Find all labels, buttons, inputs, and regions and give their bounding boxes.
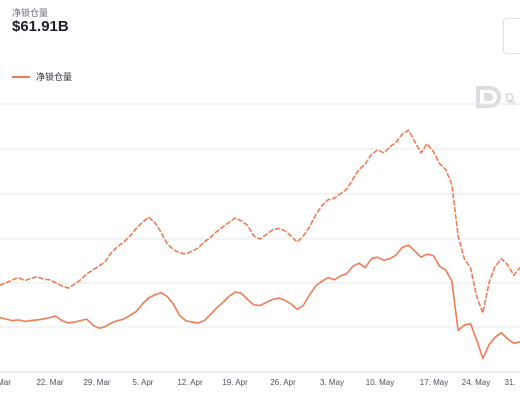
metric-value: $61.91B (12, 18, 69, 35)
menu-button[interactable] (503, 18, 520, 54)
x-tick-label: 24. May (462, 378, 490, 387)
x-tick-label: 19. Apr (222, 378, 248, 387)
x-tick-label: 17. May (420, 378, 448, 387)
x-tick-label: 22. Mar (36, 378, 63, 387)
series-line-solid (0, 244, 520, 360)
metric-label: 净锁仓量 (12, 8, 49, 18)
x-tick-label: 26. Apr (270, 378, 296, 387)
x-tick-label: 29. Mar (83, 378, 110, 387)
chart-legend[interactable]: 净锁仓量 (12, 70, 72, 83)
series-line-dashed (0, 129, 520, 314)
legend-label: 净锁仓量 (36, 72, 73, 82)
watermark-text: D (505, 89, 515, 105)
x-tick-label: 5. Apr (133, 378, 154, 387)
x-tick-label: 31. (504, 378, 515, 387)
watermark-logo-icon (476, 86, 501, 108)
x-tick-label: 3. May (320, 378, 344, 387)
legend-swatch (12, 75, 30, 78)
x-tick-label: 10. May (366, 378, 394, 387)
x-tick-label: 12. Apr (177, 378, 203, 387)
x-tick-label: Mar (0, 378, 11, 387)
watermark: D (476, 86, 514, 108)
